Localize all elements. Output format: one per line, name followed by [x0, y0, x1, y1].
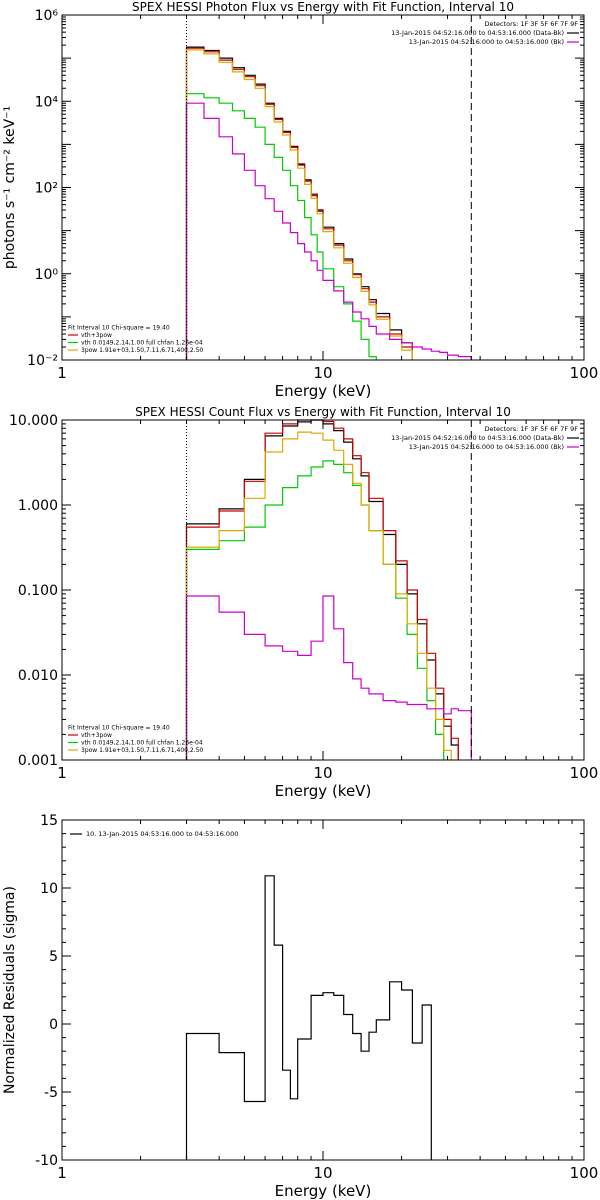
x-tick-label: 10: [313, 364, 332, 382]
x-tick-label: 1: [57, 764, 67, 782]
legend-text: Detectors: 1F 3F 5F 6F 7F 9F: [484, 425, 578, 433]
y-tick-label: -5: [44, 1085, 58, 1101]
series-line-1: [185, 419, 459, 760]
chart-title: SPEX HESSI Photon Flux vs Energy with Fi…: [132, 0, 514, 14]
legend-text: Fit Interval 10 Chi-square = 19.40: [68, 325, 170, 332]
x-axis-label: Energy (keV): [275, 782, 372, 800]
x-tick-label: 100: [570, 764, 599, 782]
legend-text: 3pow 1.91e+03,1.50,7.11,6.71,400,2.50: [81, 347, 203, 354]
series-line-0: [185, 46, 413, 360]
x-tick-label: 1: [57, 1164, 67, 1182]
legend-text: 10. 13-Jan-2015 04:53:16.000 to 04:53:16…: [86, 830, 238, 838]
series-line-0: [185, 419, 459, 760]
legend-text: 13-Jan-2015 04:52:16.000 to 04:53:16.000…: [391, 29, 564, 37]
x-tick-label: 10: [313, 764, 332, 782]
y-tick-label: 0.001: [18, 753, 58, 769]
plot-frame: [61, 14, 585, 361]
x-axis-label: Energy (keV): [275, 1182, 372, 1200]
series-line-1: [185, 47, 413, 360]
y-tick-label: 10²: [35, 181, 58, 197]
x-axis-label: Energy (keV): [275, 382, 372, 400]
chart-panel-residuals: 1 10 100 Energy (keV) -10 -5 0 5 10 15 Normalized …: [2, 813, 598, 1200]
legend-text: 13-Jan-2015 04:52:16.000 to 04:53:16.000…: [391, 434, 564, 442]
series-line-0: [185, 875, 432, 1160]
x-tick-label: 100: [570, 1164, 599, 1182]
legend-text: vth 0.0149,2.14,1.00 full chfan 1.26e-04: [81, 340, 203, 347]
y-tick-label: 10⁶: [35, 8, 59, 24]
series-line-4: [185, 102, 472, 360]
y-tick-label: 0.010: [18, 668, 58, 684]
x-tick-label: 1: [57, 364, 67, 382]
y-tick-label: 0: [49, 1017, 58, 1033]
legend-text: vth+3pow: [81, 332, 112, 339]
plot-frame: [61, 419, 585, 761]
y-tick-label: 0.100: [18, 583, 58, 599]
legend-text: vth+3pow: [81, 732, 112, 739]
y-tick-label: 10: [40, 881, 58, 897]
y-tick-label: 15: [40, 813, 58, 829]
x-tick-label: 100: [570, 364, 599, 382]
y-tick-label: 5: [49, 949, 58, 965]
series-line-2: [185, 93, 377, 360]
x-tick-label: 10: [313, 1164, 332, 1182]
chart-panel-count-flux: SPEX HESSI Count Flux vs Energy with Fit…: [9, 405, 598, 800]
y-tick-label: 10⁻²: [27, 353, 58, 369]
legend-text: 3pow 1.91e+03,1.50,7.11,6.71,400,2.50: [81, 747, 203, 754]
legend-text: Fit Interval 10 Chi-square = 19.40: [68, 725, 170, 732]
y-tick-label: 10⁴: [35, 94, 59, 110]
y-tick-label: -10: [35, 1153, 58, 1169]
series-line-3: [185, 49, 413, 360]
chart-title: SPEX HESSI Count Flux vs Energy with Fit…: [135, 405, 511, 419]
y-axis-label: Normalized Residuals (sigma): [2, 886, 18, 1094]
y-tick-label: 1.000: [18, 498, 58, 514]
legend-text: 13-Jan-2015 04:52:16.000 to 04:53:16.000…: [409, 443, 564, 451]
plot-frame: [61, 819, 585, 1161]
legend-text: 13-Jan-2015 04:52:16.000 to 04:53:16.000…: [409, 38, 564, 46]
legend-text: vth 0.0149,2.14,1.00 full chfan 1.26e-04: [81, 740, 203, 747]
chart-panel-photon-flux: SPEX HESSI Photon Flux vs Energy with Fi…: [2, 0, 598, 400]
legend-text: Detectors: 1F 3F 5F 6F 7F 9F: [484, 20, 578, 28]
series-line-4: [185, 595, 472, 760]
y-tick-label: 10⁰: [35, 267, 59, 283]
y-axis-label: photons s⁻¹ cm⁻² keV⁻¹: [2, 106, 18, 269]
series-line-2: [185, 460, 445, 760]
series-line-3: [185, 431, 452, 760]
y-tick-label: 10.000: [9, 413, 58, 429]
